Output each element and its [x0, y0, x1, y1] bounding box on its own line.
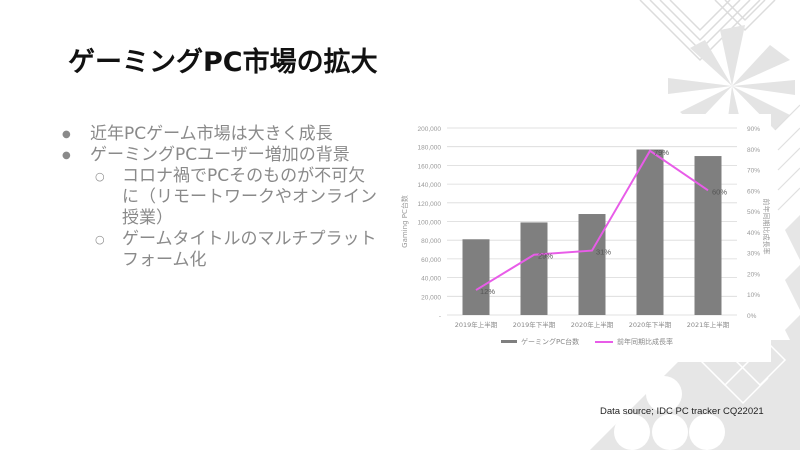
- page-title: ゲーミングPC市場の拡大: [68, 47, 378, 78]
- y2-axis-title: 前年同期比成長率: [762, 199, 771, 255]
- y-tick-label: 40,000: [421, 276, 441, 283]
- y-tick-label: 120,000: [418, 201, 442, 208]
- bullet-item: 近年PCゲーム市場は大きく成長: [62, 124, 382, 145]
- y-tick-label: 160,000: [418, 163, 442, 170]
- y-tick-label: 200,000: [418, 126, 442, 133]
- growth-line: [475, 149, 709, 291]
- y-tick-label: 20,000: [421, 294, 441, 301]
- y2-tick-label: 70%: [747, 168, 760, 175]
- y-tick-label: 80,000: [421, 238, 441, 245]
- y-tick-label: -: [439, 313, 441, 320]
- decor-lines-top: [639, 0, 776, 62]
- combo-chart: - 20,000 40,000 60,000 80,000 100,000 120,000 1…: [393, 114, 771, 362]
- y2-tick-label: 0%: [747, 313, 757, 320]
- y-axis-title: Gaming PC台数: [400, 195, 409, 248]
- legend-label: ゲーミングPC台数: [521, 337, 579, 346]
- bar: [694, 156, 722, 315]
- y-tick-label: 180,000: [418, 145, 442, 152]
- sub-bullet-item: ゲームタイトルのマルチプラットフォーム化: [62, 229, 382, 271]
- decor-bottom-right: [590, 333, 800, 450]
- data-source-note: Data source; IDC PC tracker CQ22021: [600, 406, 764, 417]
- chart-canvas: - 20,000 40,000 60,000 80,000 100,000 120,000 1…: [400, 126, 771, 346]
- decor-diamonds-right: [785, 215, 800, 360]
- y-tick-label: 60,000: [421, 257, 441, 264]
- decor-lines-right: [774, 104, 800, 211]
- y-tick-label: 100,000: [418, 220, 442, 227]
- x-tick-label: 2021年上半期: [687, 320, 730, 329]
- data-label: 29%: [538, 252, 553, 261]
- x-tick-label: 2020年上半期: [571, 320, 614, 329]
- y2-tick-label: 80%: [747, 147, 760, 154]
- y2-tick-label: 10%: [747, 292, 760, 299]
- data-label: 31%: [596, 248, 611, 257]
- data-label: 60%: [712, 187, 727, 196]
- bar: [462, 239, 490, 315]
- x-tick-label: 2019年下半期: [513, 320, 556, 329]
- sub-bullet-item: コロナ禍でPCそのものが不可欠に（リモートワークやオンライン授業）: [62, 166, 382, 229]
- bar: [520, 222, 548, 315]
- data-label: 12%: [480, 287, 495, 296]
- y2-tick-label: 60%: [747, 188, 760, 195]
- bullet-list: 近年PCゲーム市場は大きく成長 ゲーミングPCユーザー増加の背景 コロナ禍でPC…: [62, 124, 382, 271]
- y2-tick-label: 30%: [747, 251, 760, 258]
- legend-swatch-bar: [501, 340, 517, 343]
- x-tick-label: 2019年上半期: [455, 320, 498, 329]
- y2-tick-label: 40%: [747, 230, 760, 237]
- y-tick-label: 140,000: [418, 182, 442, 189]
- y2-tick-label: 50%: [747, 209, 760, 216]
- y2-tick-label: 90%: [747, 126, 760, 133]
- legend-label: 前年同期比成長率: [617, 337, 673, 346]
- y2-tick-label: 20%: [747, 271, 760, 278]
- bar: [578, 214, 606, 315]
- bar: [636, 149, 664, 315]
- data-label: 79%: [654, 148, 669, 157]
- x-tick-label: 2020年下半期: [629, 320, 672, 329]
- bullet-item: ゲーミングPCユーザー増加の背景: [62, 145, 382, 166]
